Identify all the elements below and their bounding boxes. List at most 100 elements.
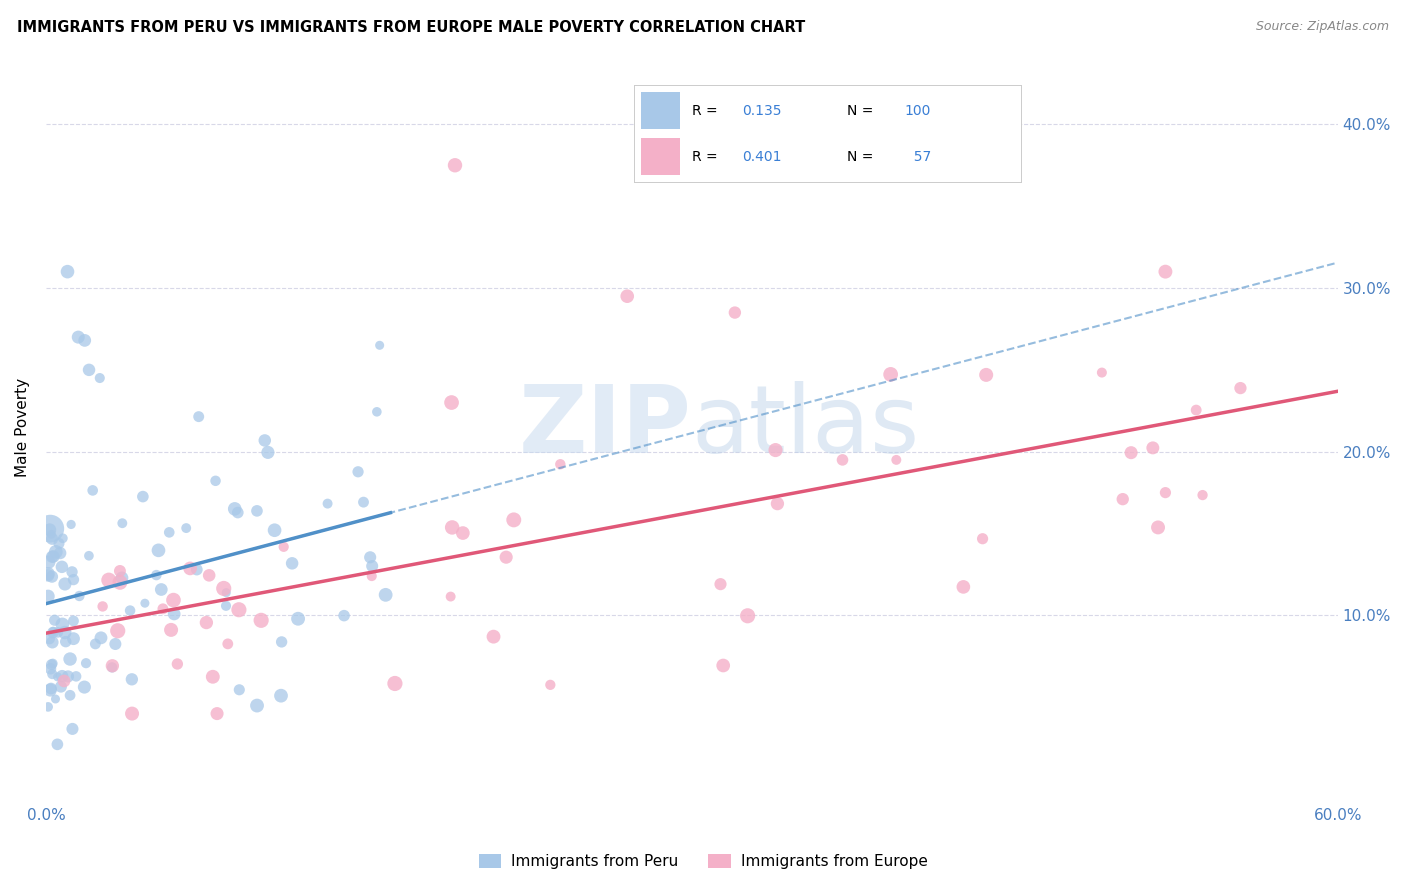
Point	[37, 699, 59, 714]
Point	[111, 516, 134, 531]
Point	[441, 520, 464, 534]
Point	[166, 657, 188, 671]
Point	[89, 371, 111, 385]
Point	[41, 635, 63, 649]
Point	[62, 614, 84, 628]
Point	[53, 673, 76, 688]
Point	[766, 497, 789, 511]
Point	[201, 670, 224, 684]
Point	[1091, 366, 1114, 380]
Point	[121, 706, 143, 721]
Y-axis label: Male Poverty: Male Poverty	[15, 377, 30, 476]
Point	[495, 550, 517, 565]
Point	[1147, 520, 1170, 534]
Point	[884, 453, 907, 467]
Point	[246, 698, 269, 713]
Point	[879, 368, 901, 382]
Text: IMMIGRANTS FROM PERU VS IMMIGRANTS FROM EUROPE MALE POVERTY CORRELATION CHART: IMMIGRANTS FROM PERU VS IMMIGRANTS FROM …	[17, 20, 806, 35]
Point	[148, 543, 170, 558]
Point	[179, 561, 201, 575]
Point	[67, 589, 90, 603]
Point	[62, 722, 84, 736]
Point	[59, 652, 82, 666]
Point	[59, 688, 82, 702]
Point	[711, 658, 734, 673]
Point	[48, 536, 70, 550]
Point	[49, 546, 72, 560]
Point	[41, 527, 63, 541]
Point	[724, 305, 747, 319]
Point	[263, 523, 285, 537]
Point	[1185, 403, 1208, 417]
Point	[538, 678, 561, 692]
Point	[107, 624, 129, 638]
Point	[52, 531, 75, 545]
Legend: Immigrants from Peru, Immigrants from Europe: Immigrants from Peru, Immigrants from Eu…	[472, 848, 934, 875]
Point	[502, 513, 524, 527]
Point	[974, 368, 997, 382]
Point	[204, 474, 226, 488]
Point	[75, 656, 97, 670]
Point	[368, 338, 391, 352]
Point	[273, 540, 295, 554]
Point	[440, 590, 463, 604]
Point	[440, 395, 463, 409]
Point	[1229, 381, 1251, 395]
Point	[217, 637, 239, 651]
Point	[709, 577, 731, 591]
Point	[46, 670, 69, 684]
Point	[42, 657, 65, 671]
Point	[62, 573, 84, 587]
Point	[51, 669, 73, 683]
Point	[384, 676, 406, 690]
Point	[482, 630, 505, 644]
Point	[60, 565, 83, 579]
Point	[270, 689, 292, 703]
Point	[212, 582, 235, 596]
Point	[91, 599, 114, 614]
Point	[1154, 485, 1177, 500]
Point	[152, 602, 174, 616]
Point	[84, 637, 107, 651]
Point	[186, 563, 208, 577]
Point	[38, 523, 60, 537]
Point	[49, 680, 72, 694]
Point	[132, 490, 155, 504]
Point	[228, 682, 250, 697]
Point	[55, 634, 77, 648]
Point	[51, 617, 73, 632]
Point	[616, 289, 638, 303]
Point	[145, 568, 167, 582]
Point	[1142, 441, 1164, 455]
Point	[82, 483, 104, 498]
Point	[187, 409, 209, 424]
Point	[198, 568, 221, 582]
Point	[174, 521, 197, 535]
Point	[205, 706, 228, 721]
Point	[316, 497, 339, 511]
Point	[65, 669, 87, 683]
Point	[41, 532, 63, 546]
Point	[101, 658, 124, 673]
Point	[737, 608, 759, 623]
Point	[41, 667, 63, 681]
Point	[765, 443, 787, 458]
Point	[37, 566, 59, 581]
Point	[120, 603, 142, 617]
Point	[62, 632, 84, 646]
Point	[150, 582, 173, 597]
Point	[77, 549, 100, 563]
Point	[121, 673, 143, 687]
Point	[41, 549, 63, 564]
Point	[73, 680, 96, 694]
Point	[1191, 488, 1213, 502]
Point	[46, 737, 69, 751]
Point	[195, 615, 218, 630]
Point	[104, 637, 127, 651]
Point	[44, 613, 66, 627]
Point	[361, 559, 384, 574]
Text: ZIP: ZIP	[519, 381, 692, 473]
Point	[39, 681, 62, 696]
Point	[1112, 492, 1135, 507]
Point	[250, 613, 273, 627]
